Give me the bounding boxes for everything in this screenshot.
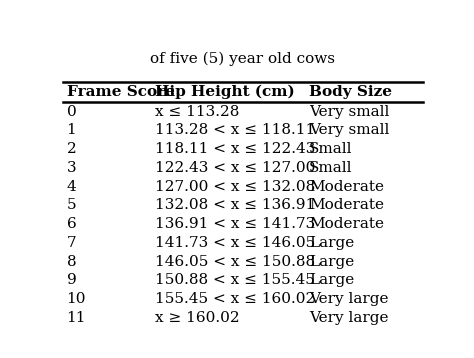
Text: Large: Large (309, 236, 354, 250)
Text: 3: 3 (66, 161, 76, 175)
Text: Body Size: Body Size (309, 85, 392, 99)
Text: 5: 5 (66, 198, 76, 212)
Text: Hip Height (cm): Hip Height (cm) (155, 85, 294, 99)
Text: 146.05 < x ≤ 150.88: 146.05 < x ≤ 150.88 (155, 255, 315, 268)
Text: 127.00 < x ≤ 132.08: 127.00 < x ≤ 132.08 (155, 180, 315, 194)
Text: x ≤ 113.28: x ≤ 113.28 (155, 105, 239, 118)
Text: Very large: Very large (309, 292, 389, 306)
Text: 9: 9 (66, 273, 76, 287)
Text: 150.88 < x ≤ 155.45: 150.88 < x ≤ 155.45 (155, 273, 315, 287)
Text: 141.73 < x ≤ 146.05: 141.73 < x ≤ 146.05 (155, 236, 315, 250)
Text: Very small: Very small (309, 124, 390, 137)
Text: 0: 0 (66, 105, 76, 118)
Text: Small: Small (309, 161, 353, 175)
Text: Very large: Very large (309, 311, 389, 325)
Text: 122.43 < x ≤ 127.00: 122.43 < x ≤ 127.00 (155, 161, 315, 175)
Text: 11: 11 (66, 311, 86, 325)
Text: Large: Large (309, 255, 354, 268)
Text: Moderate: Moderate (309, 180, 384, 194)
Text: 7: 7 (66, 236, 76, 250)
Text: 155.45 < x ≤ 160.02: 155.45 < x ≤ 160.02 (155, 292, 315, 306)
Text: of five (5) year old cows: of five (5) year old cows (150, 51, 336, 66)
Text: 4: 4 (66, 180, 76, 194)
Text: 1: 1 (66, 124, 76, 137)
Text: 10: 10 (66, 292, 86, 306)
Text: Frame Score: Frame Score (66, 85, 174, 99)
Text: 136.91 < x ≤ 141.73: 136.91 < x ≤ 141.73 (155, 217, 315, 231)
Text: 118.11 < x ≤ 122.43: 118.11 < x ≤ 122.43 (155, 142, 315, 156)
Text: 2: 2 (66, 142, 76, 156)
Text: Very small: Very small (309, 105, 390, 118)
Text: 113.28 < x ≤ 118.11: 113.28 < x ≤ 118.11 (155, 124, 315, 137)
Text: Moderate: Moderate (309, 217, 384, 231)
Text: Small: Small (309, 142, 353, 156)
Text: Large: Large (309, 273, 354, 287)
Text: 6: 6 (66, 217, 76, 231)
Text: 8: 8 (66, 255, 76, 268)
Text: x ≥ 160.02: x ≥ 160.02 (155, 311, 239, 325)
Text: Moderate: Moderate (309, 198, 384, 212)
Text: 132.08 < x ≤ 136.91: 132.08 < x ≤ 136.91 (155, 198, 315, 212)
